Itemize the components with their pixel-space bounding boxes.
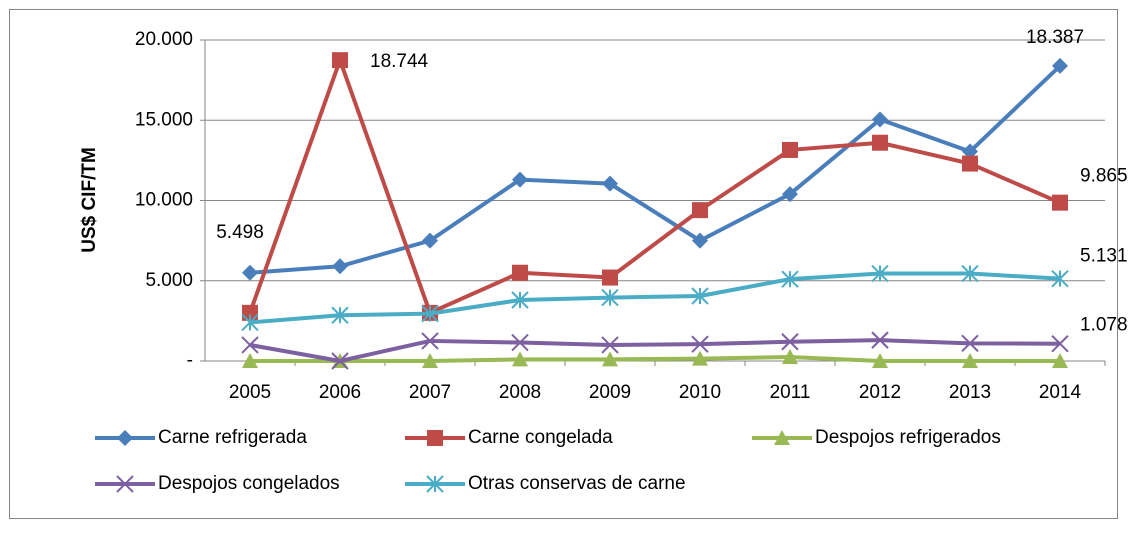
marker bbox=[241, 336, 259, 354]
marker bbox=[691, 335, 709, 353]
y-tick-label: 10.000 bbox=[135, 190, 193, 211]
x-tick-label: 2005 bbox=[229, 382, 271, 403]
x-tick-label: 2010 bbox=[679, 382, 721, 403]
marker bbox=[692, 232, 708, 249]
marker bbox=[331, 306, 349, 324]
x-tick-label: 2006 bbox=[319, 382, 361, 403]
x-tick-label: 2009 bbox=[589, 382, 631, 403]
data-label: 5.131 bbox=[1080, 246, 1128, 267]
data-label: 18.744 bbox=[370, 51, 429, 72]
legend-label: Otras conservas de carne bbox=[468, 473, 686, 494]
marker bbox=[602, 175, 618, 192]
legend-label: Carne refrigerada bbox=[158, 427, 307, 448]
legend-label: Carne congelada bbox=[468, 427, 613, 448]
marker bbox=[421, 332, 439, 350]
marker bbox=[871, 264, 889, 283]
marker bbox=[962, 353, 978, 368]
marker bbox=[1051, 334, 1069, 353]
series-line bbox=[248, 58, 1061, 315]
marker bbox=[692, 350, 708, 366]
legend-marker bbox=[117, 430, 133, 446]
marker bbox=[601, 288, 619, 307]
y-axis-label: US$ CIF/TM bbox=[79, 147, 100, 253]
marker bbox=[1052, 353, 1068, 368]
marker bbox=[602, 351, 618, 367]
legend-marker bbox=[427, 430, 443, 446]
series-line bbox=[250, 354, 1060, 363]
marker bbox=[511, 291, 529, 309]
data-label: 18.387 bbox=[1026, 27, 1084, 48]
marker bbox=[242, 353, 258, 368]
marker bbox=[962, 155, 978, 172]
marker bbox=[332, 258, 348, 275]
marker bbox=[331, 352, 349, 370]
marker bbox=[872, 111, 888, 128]
marker bbox=[512, 351, 528, 367]
marker bbox=[961, 264, 979, 283]
marker bbox=[242, 304, 258, 321]
marker bbox=[692, 202, 708, 219]
y-tick-label: 20.000 bbox=[135, 29, 193, 50]
marker bbox=[782, 141, 798, 158]
x-tick-label: 2011 bbox=[770, 382, 811, 403]
legend-marker bbox=[426, 475, 444, 493]
marker bbox=[782, 348, 798, 364]
legend-label: Despojos refrigerados bbox=[815, 427, 1001, 448]
marker bbox=[782, 186, 798, 203]
data-label: 1.078 bbox=[1080, 315, 1128, 336]
chart-border bbox=[9, 9, 1118, 519]
marker bbox=[602, 269, 618, 286]
series-line bbox=[249, 271, 1061, 325]
y-tick-label: - bbox=[187, 350, 193, 371]
marker bbox=[961, 334, 979, 353]
x-tick-label: 2008 bbox=[499, 382, 541, 403]
marker bbox=[601, 336, 619, 354]
marker bbox=[422, 232, 438, 249]
marker bbox=[871, 331, 889, 349]
data-label: 5.498 bbox=[216, 222, 264, 243]
marker bbox=[962, 143, 978, 160]
marker bbox=[1051, 269, 1069, 288]
series-line bbox=[249, 64, 1062, 275]
x-tick-label: 2012 bbox=[859, 382, 901, 403]
legend-label: Despojos congelados bbox=[158, 473, 340, 494]
marker bbox=[691, 287, 709, 305]
marker bbox=[781, 333, 799, 351]
data-label: 9.865 bbox=[1080, 166, 1128, 187]
marker bbox=[1052, 194, 1068, 211]
series-line bbox=[249, 338, 1061, 363]
marker bbox=[512, 171, 528, 188]
marker bbox=[241, 313, 259, 332]
marker bbox=[421, 304, 439, 323]
x-tick-label: 2013 bbox=[949, 382, 991, 403]
x-tick-label: 2014 bbox=[1039, 382, 1082, 403]
marker bbox=[512, 264, 528, 281]
marker bbox=[332, 52, 348, 69]
legend-marker bbox=[774, 430, 790, 445]
legend-marker bbox=[116, 475, 134, 493]
marker bbox=[422, 353, 438, 368]
marker bbox=[872, 353, 888, 368]
marker bbox=[242, 264, 258, 281]
y-tick-label: 5.000 bbox=[145, 270, 193, 291]
x-tick-label: 2007 bbox=[409, 382, 451, 403]
marker bbox=[872, 134, 888, 151]
marker bbox=[781, 270, 799, 288]
marker bbox=[1052, 57, 1068, 74]
y-tick-label: 15.000 bbox=[135, 109, 193, 130]
marker bbox=[511, 333, 529, 352]
